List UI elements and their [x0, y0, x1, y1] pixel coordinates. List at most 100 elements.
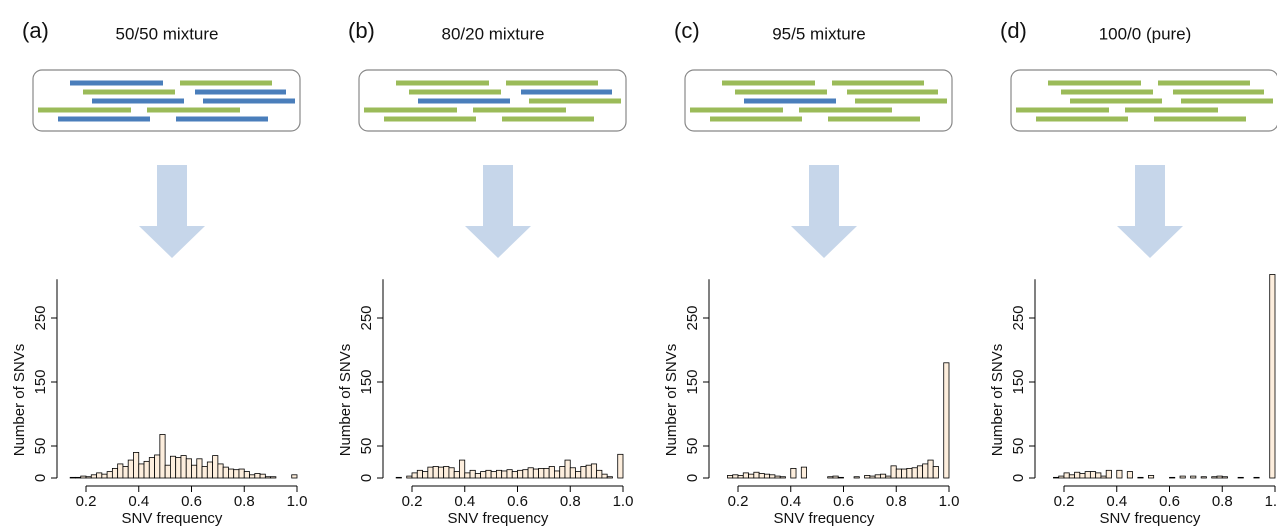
bar: [90, 474, 97, 479]
bar: [464, 472, 471, 479]
bar: [133, 451, 140, 479]
bar: [832, 475, 839, 479]
bar: [596, 469, 603, 479]
bar: [1190, 475, 1197, 479]
bar: [206, 461, 213, 479]
bar: [585, 464, 592, 479]
bar: [212, 455, 219, 479]
y-tick-label: 50: [32, 438, 49, 455]
x-tick-label: 0.2: [402, 493, 423, 510]
y-tick-label: 50: [358, 438, 375, 455]
x-tick-label: 0.8: [1212, 493, 1233, 510]
x-axis-label: SNV frequency: [774, 510, 875, 527]
bar: [1126, 471, 1133, 479]
y-tick-label: 0: [684, 474, 701, 482]
x-tick-label: 0.6: [181, 493, 202, 510]
y-tick-label: 50: [684, 438, 701, 455]
bar: [480, 471, 487, 479]
bar: [196, 458, 203, 479]
bar: [732, 474, 739, 479]
bar: [85, 476, 92, 479]
bar: [758, 473, 765, 479]
bar: [1148, 475, 1155, 479]
bar: [111, 467, 119, 479]
bar: [228, 468, 235, 479]
bar: [138, 463, 145, 479]
bar: [1105, 469, 1112, 479]
bar: [1169, 476, 1176, 479]
bar: [427, 466, 434, 479]
y-tick-label: 250: [1010, 305, 1027, 330]
panel-title: 50/50 mixture: [116, 24, 219, 43]
x-axis-label: SNV frequency: [448, 510, 549, 527]
bar: [1084, 471, 1091, 479]
panel-label: (b): [348, 18, 375, 43]
bar: [222, 466, 229, 479]
bar: [453, 471, 460, 479]
y-tick-label: 250: [32, 305, 49, 330]
x-tick-label: 1.0: [613, 493, 634, 510]
arrow: [139, 165, 205, 258]
bar: [874, 474, 881, 479]
bar: [837, 476, 844, 479]
bar: [1211, 476, 1218, 479]
bar: [443, 466, 450, 479]
bar: [1200, 476, 1207, 479]
bar: [264, 476, 272, 479]
y-axis-label: Number of SNVs: [663, 344, 680, 457]
x-axis-label: SNV frequency: [1100, 510, 1201, 527]
x-tick-label: 0.4: [454, 493, 475, 510]
bar: [395, 476, 402, 479]
bar: [416, 469, 423, 479]
bar: [885, 475, 892, 479]
bar: [527, 467, 534, 479]
x-tick-label: 0.2: [728, 493, 749, 510]
bar: [590, 463, 598, 479]
x-tick-label: 0.8: [234, 493, 255, 510]
x-tick-label: 0.6: [1159, 493, 1180, 510]
y-axis-label: Number of SNVs: [11, 344, 28, 457]
bar: [1269, 274, 1276, 479]
bar: [769, 474, 776, 479]
bar: [601, 473, 608, 479]
bar: [727, 475, 734, 479]
y-axis-label: Number of SNVs: [337, 344, 354, 457]
arrow: [465, 165, 531, 258]
bar: [522, 469, 529, 479]
bar: [169, 455, 177, 479]
x-axis-label: SNV frequency: [122, 510, 223, 527]
bar: [1100, 475, 1107, 479]
bar: [69, 476, 76, 479]
bar: [911, 467, 918, 479]
y-tick-label: 0: [1010, 474, 1027, 482]
bar: [895, 468, 902, 479]
bar: [517, 469, 524, 479]
y-tick-label: 150: [32, 369, 49, 394]
bar: [916, 465, 924, 479]
bar: [1089, 471, 1097, 479]
x-tick-label: 0.4: [1106, 493, 1127, 510]
bar: [432, 466, 439, 479]
bar: [422, 471, 429, 479]
bar: [1116, 469, 1123, 479]
arrow: [1117, 165, 1183, 258]
bar: [737, 475, 744, 479]
x-tick-label: 0.6: [507, 493, 528, 510]
bar: [779, 476, 786, 479]
bar: [154, 454, 161, 479]
bar: [485, 469, 492, 479]
bar: [869, 475, 876, 479]
y-tick-label: 50: [1010, 438, 1027, 455]
bar: [201, 466, 208, 479]
bar: [906, 467, 913, 479]
bar: [411, 472, 418, 479]
x-tick-label: 0.2: [1054, 493, 1075, 510]
bar: [96, 472, 103, 479]
bar: [774, 475, 781, 479]
bar: [506, 469, 513, 479]
bar: [217, 463, 224, 479]
bar: [1137, 476, 1144, 479]
y-tick-label: 0: [358, 474, 375, 482]
panel-title: 100/0 (pure): [1099, 24, 1192, 43]
